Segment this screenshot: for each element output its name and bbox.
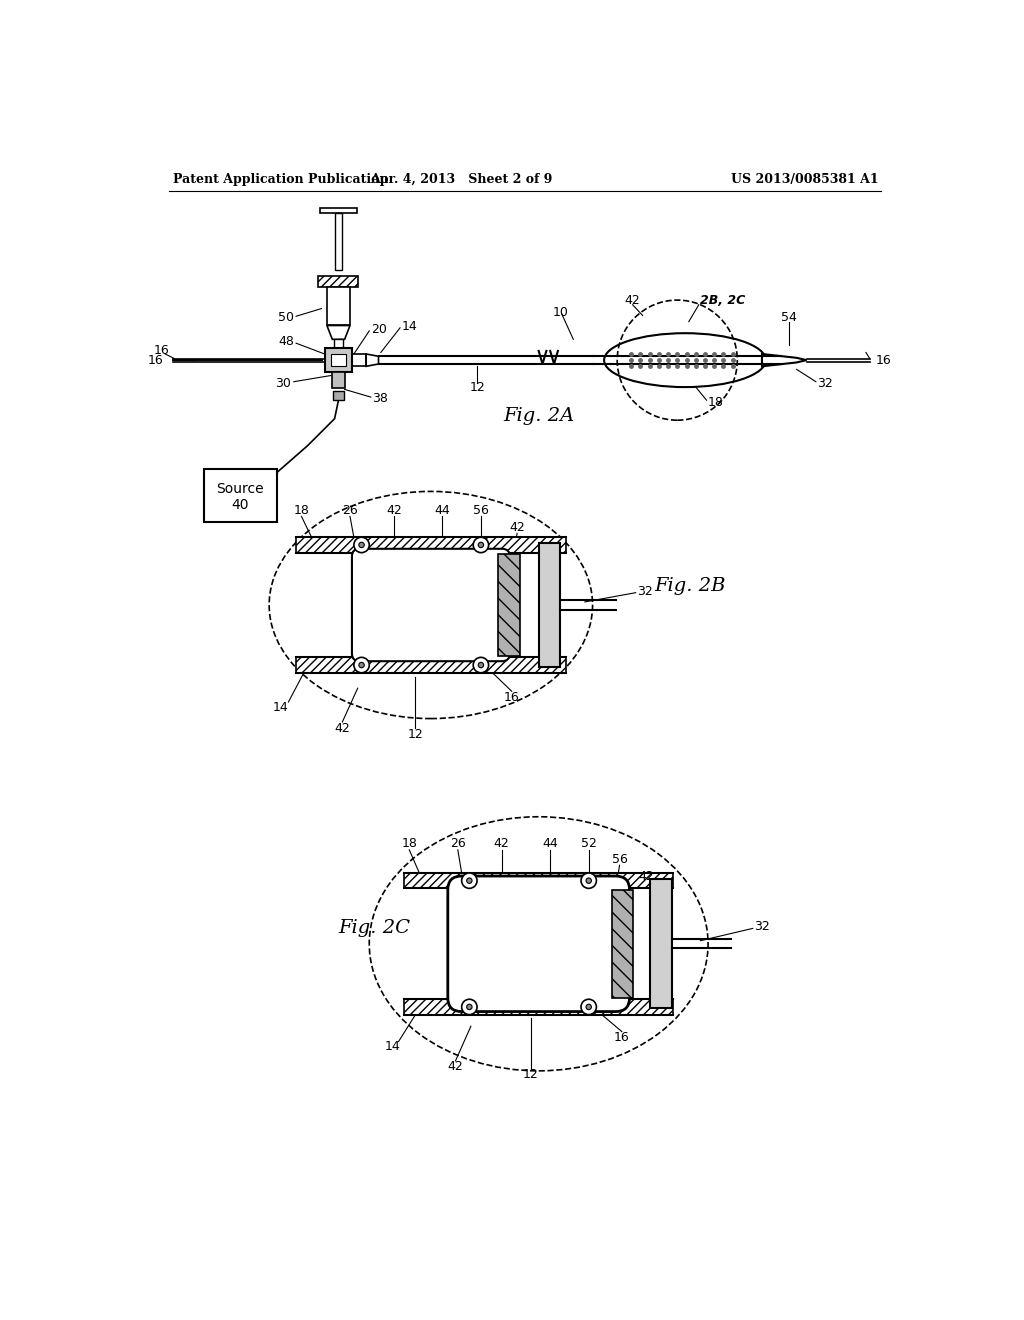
Text: 16: 16 [876,354,892,367]
Bar [333,372,345,388]
Text: 14: 14 [384,1040,400,1053]
Bar [539,544,560,667]
Circle shape [467,878,472,883]
Text: 42: 42 [494,837,510,850]
Bar [318,276,358,286]
Text: 56: 56 [611,853,628,866]
Circle shape [473,657,488,673]
Circle shape [358,543,365,548]
Ellipse shape [269,491,593,718]
Bar [333,391,344,400]
Bar [296,537,565,553]
Text: 2B, 2C: 2B, 2C [700,293,745,306]
Circle shape [467,1005,472,1010]
Text: 16: 16 [154,345,169,358]
Text: 48: 48 [278,335,294,348]
Text: 42: 42 [509,520,525,533]
Bar [296,657,565,673]
Bar [325,348,352,372]
FancyBboxPatch shape [447,876,630,1011]
Bar [650,879,672,1008]
Text: 54: 54 [781,312,797,325]
Text: 14: 14 [401,319,418,333]
Circle shape [478,663,483,668]
Text: 16: 16 [147,354,164,367]
Text: 42: 42 [386,504,401,517]
Circle shape [354,537,370,553]
Circle shape [586,878,592,883]
Text: 12: 12 [408,727,423,741]
Bar [331,354,346,367]
Text: 12: 12 [469,381,485,395]
Text: 44: 44 [434,504,451,517]
Text: 14: 14 [272,701,289,714]
Text: 16: 16 [614,1031,630,1044]
Text: 18: 18 [401,837,417,850]
Bar [334,339,343,354]
Text: Source: Source [216,482,264,496]
Text: US 2013/0085381 A1: US 2013/0085381 A1 [731,173,879,186]
Text: 18: 18 [294,504,309,517]
Text: 18: 18 [708,396,724,409]
Text: 42: 42 [625,293,640,306]
Bar [327,286,350,326]
Text: 52: 52 [581,837,597,850]
Text: 38: 38 [373,392,388,405]
Text: 12: 12 [523,1068,539,1081]
Text: 44: 44 [543,837,558,850]
Text: 42: 42 [447,1060,464,1073]
Bar [611,890,634,998]
Text: 26: 26 [342,504,357,517]
Text: Patent Application Publication: Patent Application Publication [173,173,388,186]
Text: 26: 26 [450,837,466,850]
Text: 30: 30 [274,376,291,389]
FancyBboxPatch shape [352,549,510,661]
Text: 40: 40 [231,498,249,512]
Text: Fig. 2B: Fig. 2B [654,577,726,595]
Text: 32: 32 [817,376,834,389]
Text: 32: 32 [755,920,770,933]
Circle shape [581,999,596,1015]
Bar [499,554,520,656]
Polygon shape [352,354,367,367]
Text: 42: 42 [335,722,350,735]
Circle shape [462,999,477,1015]
Text: 16: 16 [504,690,519,704]
Bar [335,213,342,271]
Polygon shape [762,354,807,367]
Ellipse shape [604,333,766,387]
Circle shape [358,663,365,668]
Text: 32: 32 [637,585,653,598]
Circle shape [473,537,488,553]
Circle shape [581,873,596,888]
Bar [403,999,674,1015]
Text: 20: 20 [371,323,387,335]
Text: 10: 10 [552,306,568,319]
Circle shape [586,1005,592,1010]
Polygon shape [327,326,350,339]
Text: Fig. 2C: Fig. 2C [339,920,411,937]
Text: 42: 42 [639,870,654,883]
Bar [204,470,276,521]
Ellipse shape [370,817,708,1071]
Text: 56: 56 [473,504,488,517]
Polygon shape [367,354,379,367]
Text: 50: 50 [278,312,294,325]
Circle shape [354,657,370,673]
Text: Fig. 2A: Fig. 2A [503,407,574,425]
Circle shape [478,543,483,548]
Bar [403,873,674,888]
Bar [319,209,357,213]
Text: Apr. 4, 2013   Sheet 2 of 9: Apr. 4, 2013 Sheet 2 of 9 [371,173,553,186]
Circle shape [462,873,477,888]
